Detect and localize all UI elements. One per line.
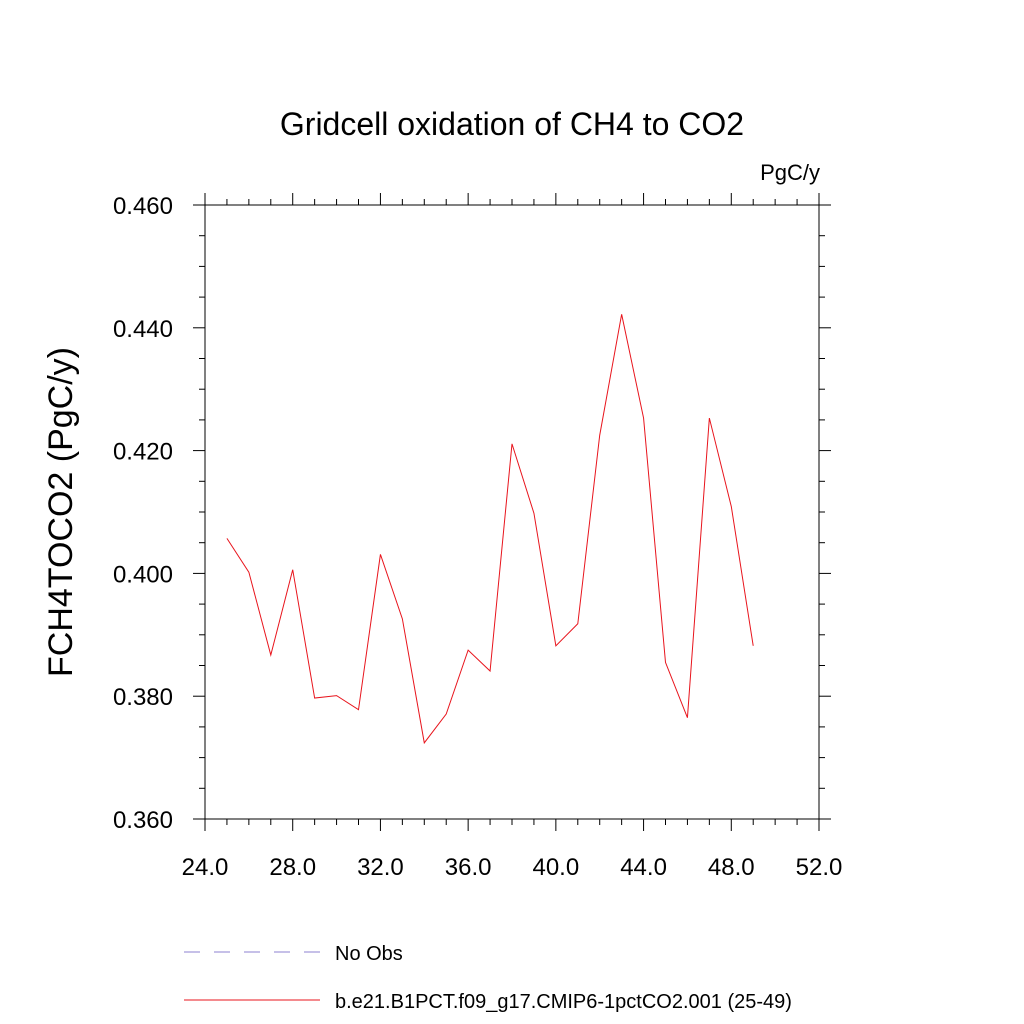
- units-label: PgC/y: [760, 160, 820, 185]
- series-layer: [226, 314, 754, 745]
- legend-label-1: b.e21.B1PCT.f09_g17.CMIP6-1pctCO2.001 (2…: [335, 991, 792, 1013]
- x-tick-label: 36.0: [445, 854, 492, 881]
- x-tick-label: 52.0: [796, 854, 843, 881]
- x-tick-label: 44.0: [620, 854, 667, 881]
- y-tick-label: 0.400: [113, 561, 173, 588]
- chart-title: Gridcell oxidation of CH4 to CO2: [280, 106, 744, 142]
- axis-tick-labels: 24.0 28.0 32.0 36.0 40.0 44.0 48.0 52.0 0.360 0.3…: [113, 193, 842, 881]
- y-axis-label: FCH4TOCO2 (PgC/y): [42, 347, 80, 677]
- legend-label-0: No Obs: [335, 943, 403, 965]
- x-tick-label: 24.0: [182, 854, 229, 881]
- legend: No Obs b.e21.B1PCT.f09_g17.CMIP6-1pctCO2.…: [184, 943, 792, 1013]
- y-tick-label: 0.360: [113, 807, 173, 834]
- y-tick-label: 0.440: [113, 316, 173, 343]
- x-tick-label: 48.0: [708, 854, 755, 881]
- y-tick-label: 0.460: [113, 193, 173, 220]
- axis-ticks: [193, 193, 831, 831]
- series-line-0: [226, 314, 754, 745]
- x-tick-label: 40.0: [532, 854, 579, 881]
- y-tick-label: 0.380: [113, 684, 173, 711]
- plot-frame: [204, 204, 820, 820]
- x-tick-label: 32.0: [357, 854, 404, 881]
- y-tick-label: 0.420: [113, 439, 173, 466]
- x-tick-label: 28.0: [269, 854, 316, 881]
